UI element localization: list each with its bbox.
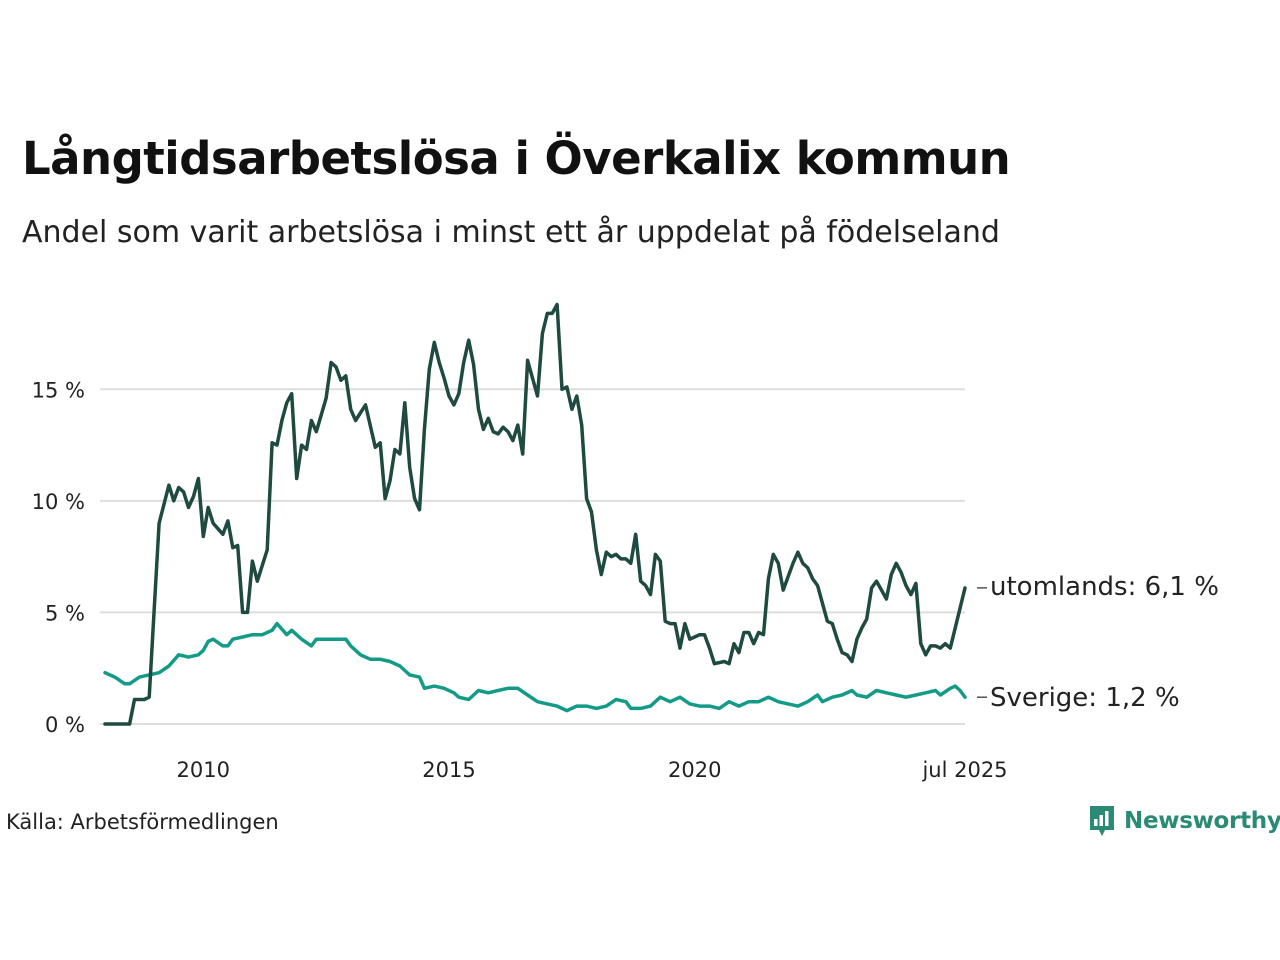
- x-tick-label: 2015: [422, 758, 475, 782]
- series-line-sverige: [103, 621, 967, 713]
- chart-subtitle: Andel som varit arbetslösa i minst ett å…: [22, 215, 1000, 250]
- x-tick-label: 2010: [177, 758, 230, 782]
- brand-name: Newsworthy: [1124, 808, 1280, 834]
- x-tick-label: 2020: [668, 758, 721, 782]
- y-tick-label: 15 %: [32, 378, 85, 402]
- y-tick-label: 10 %: [32, 490, 85, 514]
- chart-title: Långtidsarbetslösa i Överkalix kommun: [22, 132, 1011, 185]
- series-line-utomlands: [103, 302, 967, 726]
- bar-chart-speech-bubble-icon: [1090, 806, 1114, 836]
- source-note: Källa: Arbetsförmedlingen: [6, 810, 279, 834]
- end-label-utomlands: utomlands: 6,1 %: [990, 572, 1219, 602]
- end-label-sverige: Sverige: 1,2 %: [990, 683, 1180, 713]
- y-tick-label: 5 %: [45, 601, 85, 625]
- brand-logo: Newsworthy: [1088, 804, 1280, 838]
- y-tick-label: 0 %: [45, 713, 85, 737]
- x-tick-label: jul 2025: [921, 758, 1007, 782]
